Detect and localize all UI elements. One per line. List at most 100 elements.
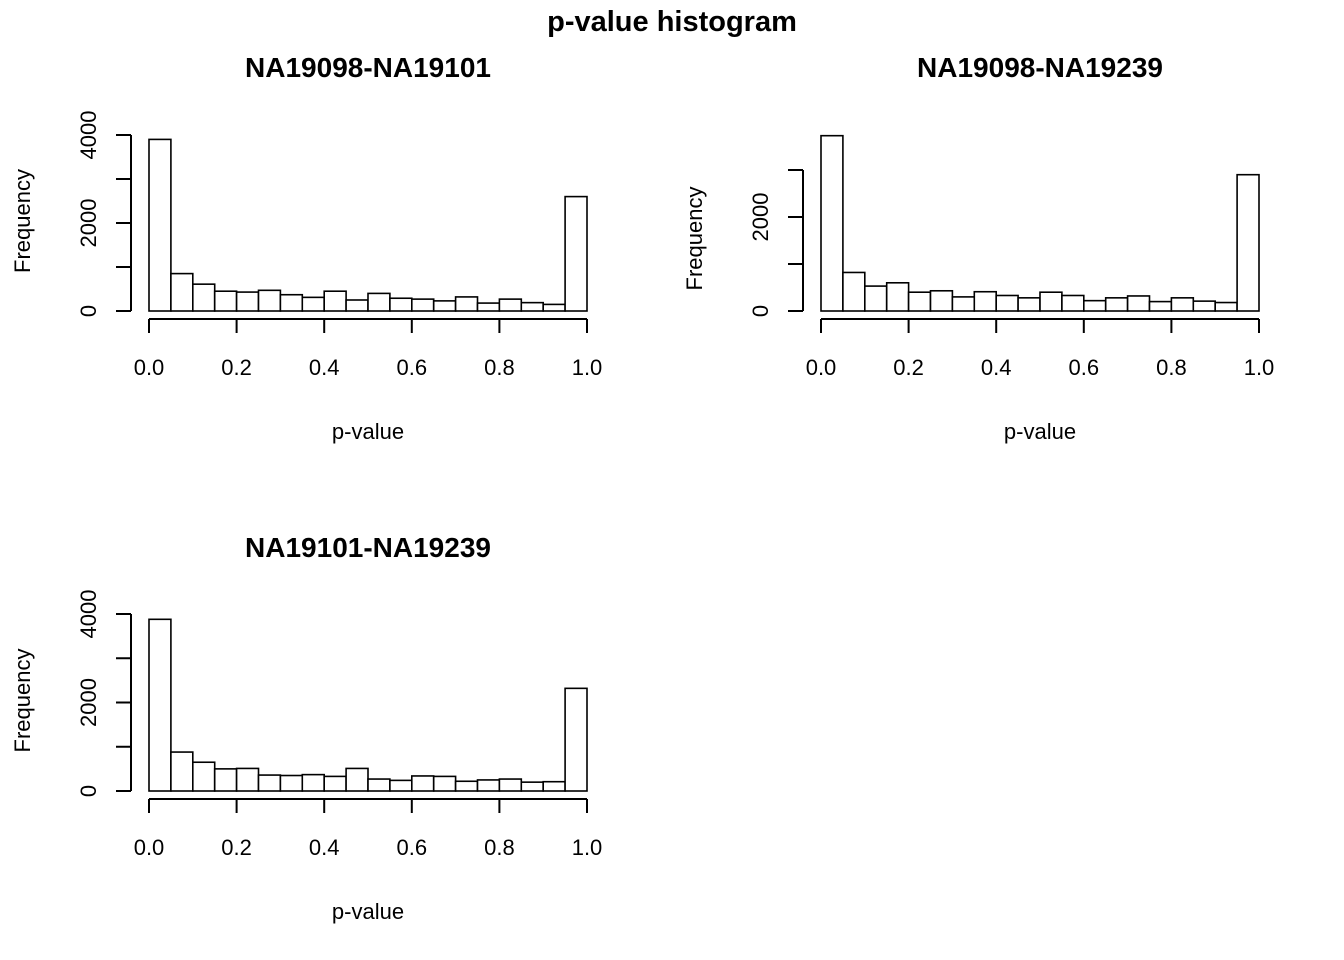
- histogram-bar: [542, 780, 566, 792]
- histogram-bar: [542, 303, 566, 312]
- histogram-bar: [323, 290, 347, 312]
- histogram-bar: [885, 281, 910, 312]
- x-axis-title: p-value: [1004, 419, 1076, 444]
- x-tick-label: 0.8: [484, 355, 515, 380]
- histogram-bar: [410, 298, 435, 312]
- histogram-bar: [323, 775, 347, 792]
- histogram-bar: [410, 775, 435, 792]
- histogram-bar: [454, 296, 479, 312]
- histogram-bar: [148, 618, 172, 792]
- x-axis-title: p-value: [332, 899, 404, 924]
- histogram-bar: [345, 767, 369, 792]
- histogram-bar: [367, 778, 391, 792]
- histogram-bar: [148, 138, 172, 312]
- x-tick-label: 0.2: [893, 355, 924, 380]
- histogram-bar: [951, 296, 976, 312]
- histogram-bar: [279, 774, 304, 792]
- y-axis-title: Frequency: [10, 649, 35, 753]
- x-tick-label: 0.4: [309, 835, 340, 860]
- panels-container: NA19098-NA19101 0.0 0.2 0.4 0.6 0.8 1.0 p-value…: [10, 52, 1274, 924]
- histogram-panel-1: NA19098-NA19101 0.0 0.2 0.4 0.6 0.8 1.0 p-value…: [10, 52, 602, 444]
- histogram-bar: [476, 302, 501, 312]
- histogram-bar: [192, 761, 216, 792]
- histogram-bar: [907, 291, 932, 312]
- y-tick-label: 0: [76, 305, 101, 317]
- panel-title: NA19098-NA19239: [917, 52, 1163, 83]
- x-tick-label: 0.0: [806, 355, 837, 380]
- histogram-bar: [929, 289, 954, 312]
- y-axis-title: Frequency: [10, 169, 35, 273]
- histogram-bar: [192, 283, 216, 312]
- x-tick-label: 0.4: [309, 355, 340, 380]
- histogram-panel-3: NA19101-NA19239 0.0 0.2 0.4 0.6 0.8 1.0 p-value…: [10, 532, 602, 924]
- x-tick-label: 0.2: [221, 355, 252, 380]
- histogram-bar: [213, 290, 238, 312]
- histogram-bar: [1126, 295, 1151, 312]
- histogram-panel-2: NA19098-NA19239 0.0 0.2 0.4 0.6 0.8 1.0 p-value…: [682, 52, 1274, 444]
- histogram-bar: [432, 775, 457, 792]
- histogram-bar: [257, 774, 282, 792]
- histogram-bar: [257, 289, 282, 312]
- y-tick-label: 2000: [76, 678, 101, 727]
- x-tick-label: 0.8: [484, 835, 515, 860]
- histogram-bar: [301, 296, 325, 312]
- histogram-bar: [1039, 291, 1063, 312]
- x-tick-label: 0.6: [397, 835, 428, 860]
- histogram-bar: [820, 134, 844, 312]
- histogram-bar: [367, 292, 391, 312]
- histogram-bar: [1148, 300, 1173, 312]
- x-tick-label: 0.8: [1156, 355, 1187, 380]
- histogram-bar: [1170, 297, 1195, 312]
- y-tick-label: 2000: [76, 199, 101, 248]
- histogram-bar: [454, 780, 479, 792]
- histogram-bar: [1083, 299, 1107, 312]
- x-tick-label: 0.0: [134, 835, 165, 860]
- histogram-bar: [279, 293, 304, 312]
- histogram-bar: [973, 290, 997, 312]
- x-tick-label: 0.2: [221, 835, 252, 860]
- y-tick-label: 4000: [76, 111, 101, 160]
- histogram-bar: [1017, 297, 1041, 312]
- histogram-bar: [389, 779, 413, 792]
- histogram-bar: [1061, 294, 1085, 312]
- x-tick-label: 0.0: [134, 355, 165, 380]
- y-tick-label: 0: [748, 305, 773, 317]
- histogram-bar: [498, 778, 523, 792]
- histogram-bar: [213, 768, 238, 792]
- histogram-bar: [564, 195, 588, 312]
- histogram-bar: [1104, 297, 1129, 312]
- histogram-bar: [564, 687, 588, 792]
- x-tick-label: 0.4: [981, 355, 1012, 380]
- x-tick-label: 1.0: [1244, 355, 1275, 380]
- x-tick-label: 0.6: [1069, 355, 1100, 380]
- histogram-bar: [432, 300, 457, 312]
- x-tick-label: 1.0: [572, 835, 603, 860]
- histogram-bar: [345, 299, 369, 312]
- y-axis-title: Frequency: [682, 187, 707, 291]
- y-tick-label: 4000: [76, 590, 101, 639]
- histogram-bar: [520, 781, 544, 792]
- figure-title: p-value histogram: [547, 6, 797, 38]
- histogram-bar: [170, 751, 194, 792]
- histogram-bar: [1214, 301, 1238, 312]
- y-tick-label: 0: [76, 785, 101, 797]
- panel-title: NA19098-NA19101: [245, 52, 491, 83]
- histogram-bar: [235, 291, 260, 312]
- histogram-bar: [842, 271, 866, 312]
- histogram-bar: [476, 779, 501, 792]
- histogram-bar: [498, 298, 523, 312]
- histogram-bar: [170, 272, 194, 312]
- histogram-bar: [520, 301, 544, 312]
- histogram-bar: [1192, 300, 1217, 312]
- histogram-bar: [863, 285, 888, 312]
- histogram-bar: [995, 294, 1019, 312]
- x-tick-label: 1.0: [572, 355, 603, 380]
- y-tick-label: 2000: [748, 193, 773, 242]
- panel-title: NA19101-NA19239: [245, 532, 491, 563]
- x-axis-title: p-value: [332, 419, 404, 444]
- histogram-bar: [235, 767, 260, 792]
- histogram-bar: [1236, 173, 1260, 312]
- histogram-bar: [389, 297, 413, 312]
- histogram-bar: [301, 773, 325, 792]
